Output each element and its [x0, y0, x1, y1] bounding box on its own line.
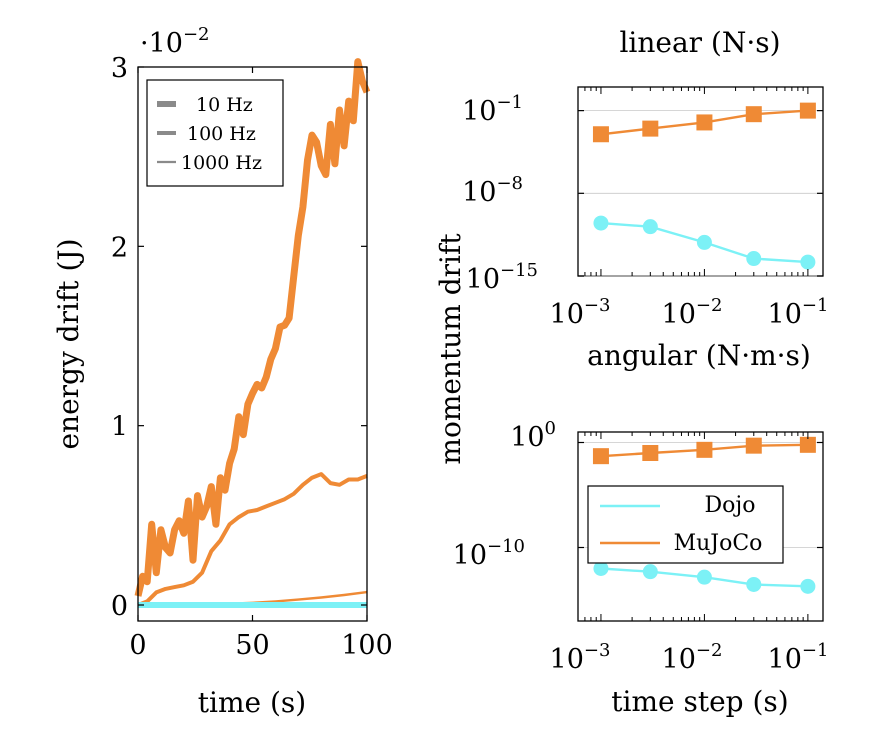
energy-y-axis-label: energy drift (J): [52, 238, 85, 449]
energy-x-axis-label: time (s): [198, 686, 306, 719]
linear-marker-mujoco: [799, 102, 816, 119]
method-legend: Dojo MuJoCo: [587, 485, 784, 564]
linear-marker-dojo: [696, 234, 712, 250]
angular-marker-dojo: [696, 569, 712, 585]
timestep-x-axis-label: time step (s): [611, 685, 788, 718]
energy-x-tick-label: 50: [235, 630, 269, 661]
angular-panel-title: angular (N·m·s): [587, 339, 811, 372]
linear-x-tick-label: 10−1: [768, 295, 829, 330]
angular-marker-mujoco: [642, 445, 659, 461]
angular-marker-mujoco: [799, 436, 816, 453]
linear-x-tick-label: 10−3: [550, 295, 611, 330]
momentum-y-axis-label: momentum drift: [434, 233, 467, 465]
legend-label-10hz: 10 Hz: [196, 94, 253, 116]
legend-label-100hz: 100 Hz: [187, 123, 256, 145]
linear-marker-mujoco: [745, 106, 762, 123]
energy-drift-panel: 0 50 100 0 1 2 3 ·10−2 time (s) energy drift (…: [52, 24, 393, 719]
angular-marker-dojo: [746, 576, 762, 592]
angular-plot-frame: [577, 431, 824, 622]
energy-y-tick-label: 2: [111, 232, 128, 263]
legend-label-dojo: Dojo: [705, 493, 756, 518]
angular-marker-dojo: [642, 564, 658, 580]
angular-marker-mujoco: [592, 448, 609, 465]
energy-x-tick-label: 0: [129, 630, 146, 661]
linear-momentum-panel: linear (N·s) 10−1 10−8 10−15 10−3 10−2 1…: [434, 26, 828, 465]
angular-y-tick-label: 10−10: [453, 536, 525, 571]
linear-marker-dojo: [642, 219, 658, 235]
angular-x-tick-label: 10−1: [768, 640, 829, 675]
angular-x-tick-label: 10−2: [662, 640, 723, 675]
energy-legend: 10 Hz 100 Hz 1000 Hz: [146, 79, 284, 187]
angular-marker-mujoco: [696, 441, 713, 458]
method-legend-box: [587, 485, 784, 564]
legend-label-mujoco: MuJoCo: [674, 531, 763, 556]
angular-x-tick-label: 10−3: [550, 640, 611, 675]
angular-marker-dojo: [800, 578, 816, 594]
energy-y-tick-label: 3: [111, 53, 128, 84]
energy-line-10hz: [134, 58, 371, 597]
linear-marker-mujoco: [592, 126, 609, 143]
linear-y-tick-label: 10−1: [462, 92, 523, 127]
energy-y-tick-label: 0: [111, 591, 128, 622]
linear-panel-title: linear (N·s): [619, 26, 780, 59]
linear-marker-mujoco: [642, 120, 659, 137]
linear-y-tick-label: 10−15: [466, 260, 538, 295]
linear-marker-dojo: [593, 215, 609, 231]
linear-marker-dojo: [746, 251, 762, 267]
linear-y-tick-label: 10−8: [462, 173, 523, 208]
angular-marker-dojo: [593, 561, 609, 576]
energy-x-tick-label: 100: [341, 630, 393, 661]
angular-momentum-panel: angular (N·m·s) 100 10−10 10−3 10−2 10−1…: [453, 339, 829, 718]
linear-marker-mujoco: [696, 114, 713, 131]
legend-label-1000hz: 1000 Hz: [181, 152, 262, 174]
energy-y-tick-label: 1: [111, 412, 128, 443]
angular-y-tick-label: 100: [510, 418, 556, 453]
angular-marker-mujoco: [745, 437, 762, 454]
energy-scale-label: ·10−2: [140, 24, 210, 59]
linear-x-tick-label: 10−2: [662, 295, 723, 330]
energy-line-100hz: [137, 472, 368, 607]
linear-marker-dojo: [800, 254, 816, 270]
